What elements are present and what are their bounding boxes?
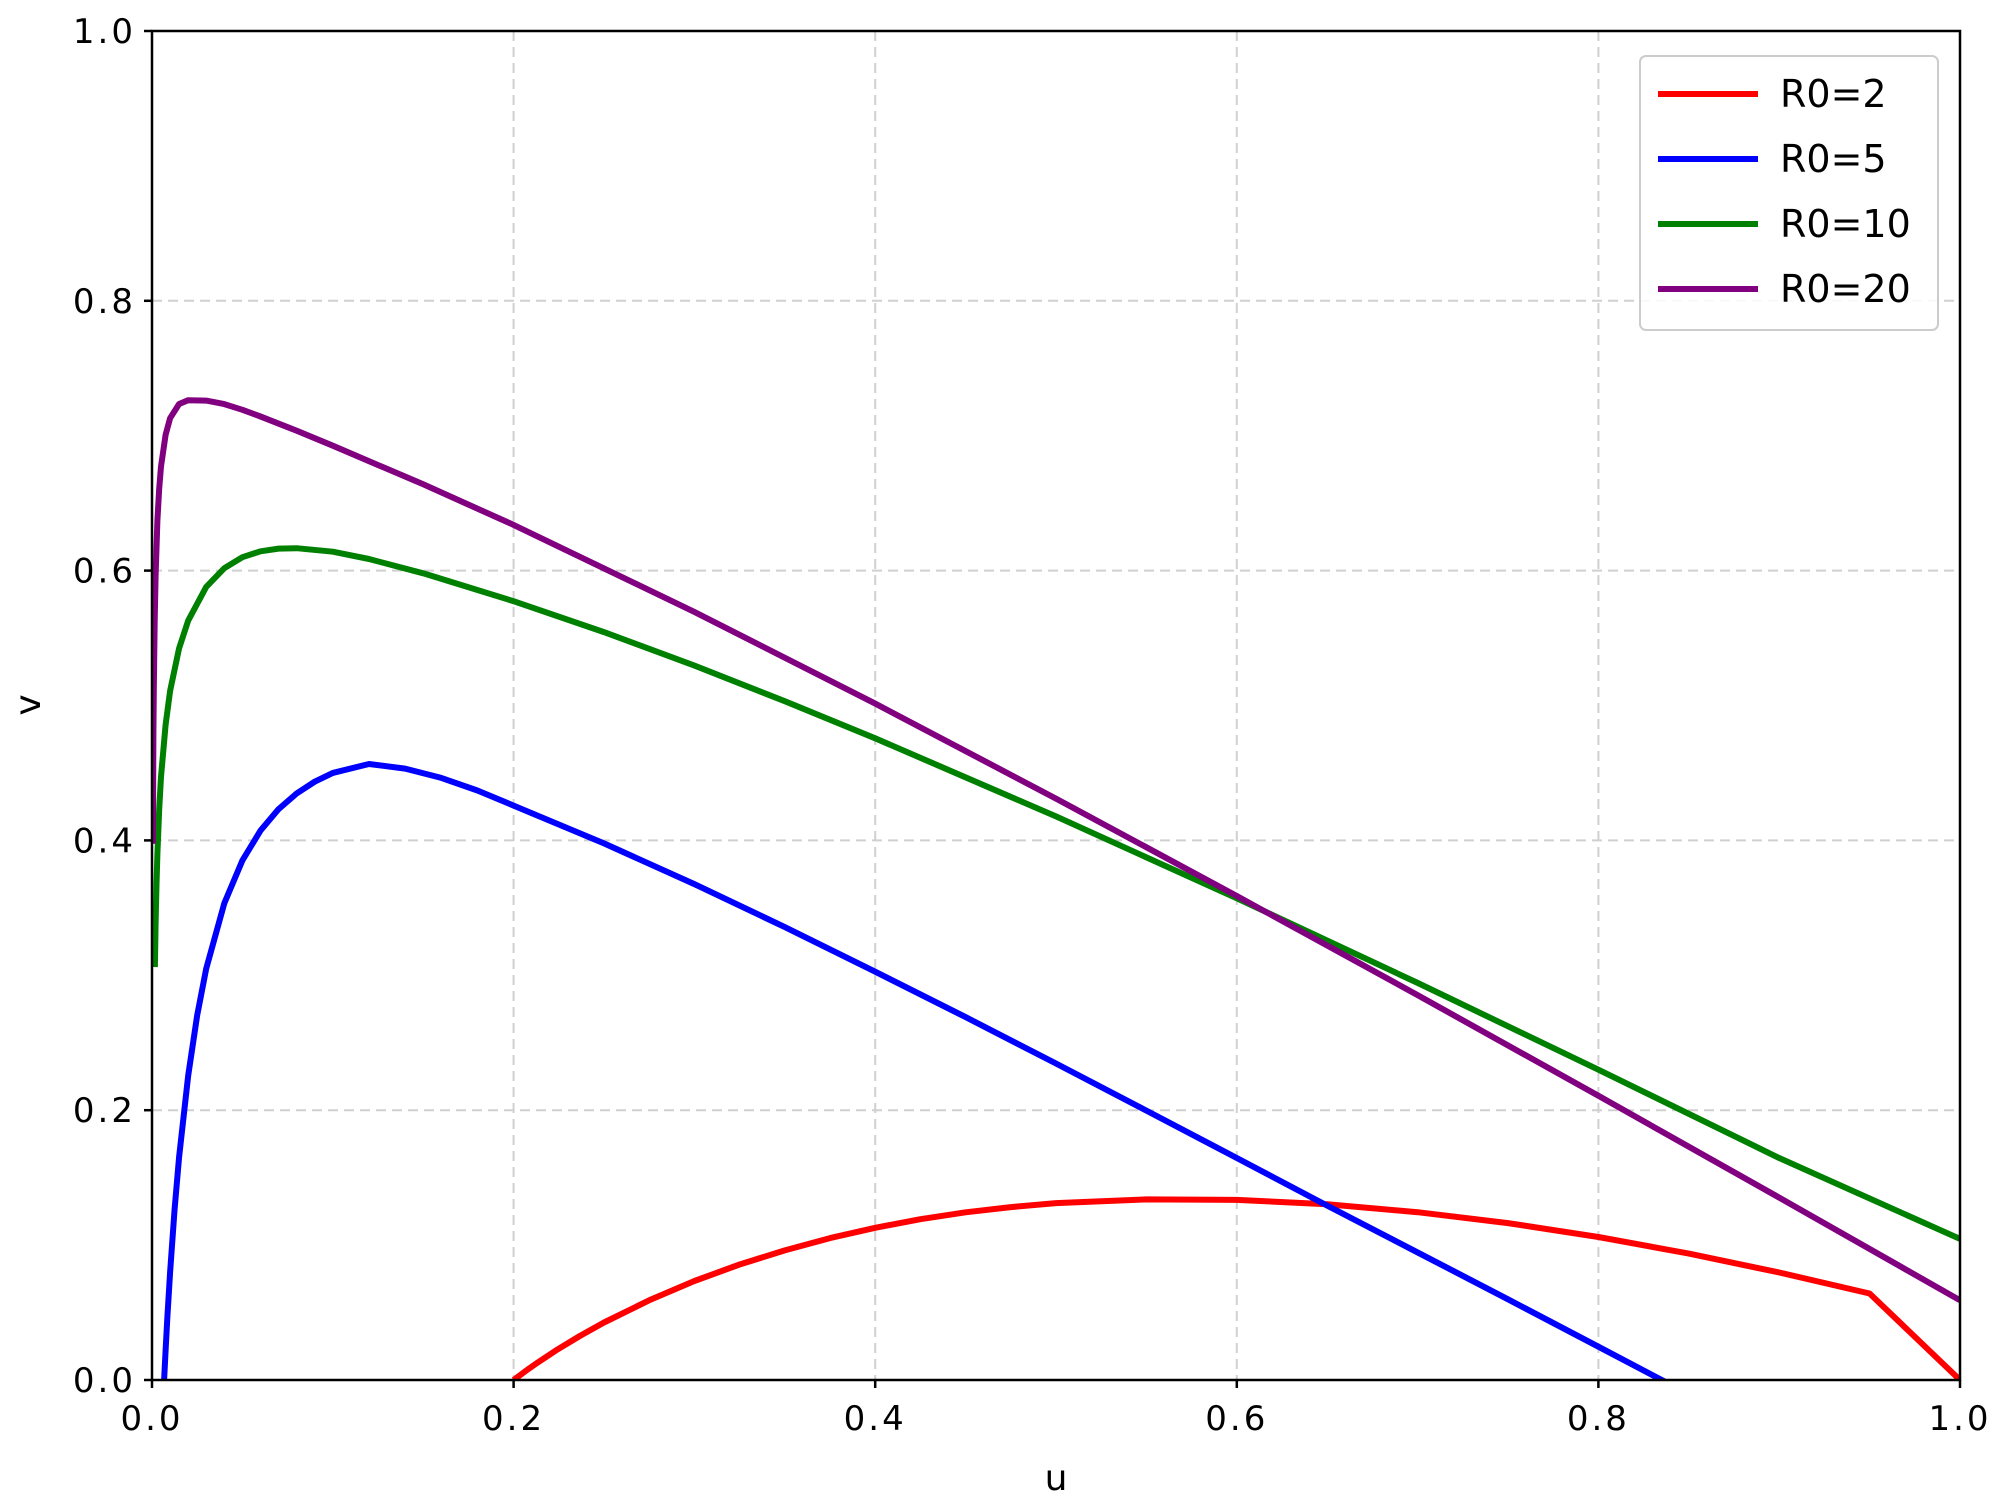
y-axis-label: v bbox=[8, 694, 49, 715]
series-line-r0-2 bbox=[511, 1196, 1960, 1380]
y-tick-label: 0.2 bbox=[73, 1091, 136, 1131]
legend-box bbox=[1639, 55, 1939, 331]
y-tick-label: 0.0 bbox=[73, 1361, 136, 1401]
x-tick-label: 1.0 bbox=[1928, 1399, 1991, 1439]
x-tick-label: 0.2 bbox=[482, 1399, 545, 1439]
series-layer bbox=[152, 397, 1960, 1380]
x-tick-label: 0.6 bbox=[1205, 1399, 1268, 1439]
legend-label-r0-10: R0=10 bbox=[1780, 202, 1911, 246]
legend-label-r0-5: R0=5 bbox=[1780, 137, 1887, 181]
plot-frame bbox=[150, 29, 1962, 1382]
y-tick-label: 0.6 bbox=[73, 552, 136, 592]
y-tick-label: 0.4 bbox=[73, 821, 136, 861]
x-tick-label: 0.0 bbox=[120, 1399, 183, 1439]
y-tick-label: 0.8 bbox=[73, 282, 136, 322]
legend-label-r0-2: R0=2 bbox=[1780, 72, 1887, 116]
x-axis-label: u bbox=[1045, 1458, 1068, 1499]
y-tick-label: 1.0 bbox=[73, 12, 136, 52]
x-axis: 0.0 0.2 0.4 0.6 0.8 1.0 bbox=[120, 1380, 1991, 1439]
series-line-r0-5 bbox=[161, 761, 1669, 1380]
y-axis: 0.0 0.2 0.4 0.6 0.8 1.0 bbox=[73, 12, 152, 1401]
series-line-r0-20 bbox=[152, 397, 1960, 1303]
x-tick-label: 0.4 bbox=[844, 1399, 907, 1439]
x-tick-label: 0.8 bbox=[1567, 1399, 1630, 1439]
legend-label-r0-20: R0=20 bbox=[1780, 267, 1911, 311]
legend: R0=2 R0=5 R0=10 R0=20 bbox=[1639, 55, 1939, 331]
series-line-r0-10 bbox=[152, 545, 1960, 1242]
